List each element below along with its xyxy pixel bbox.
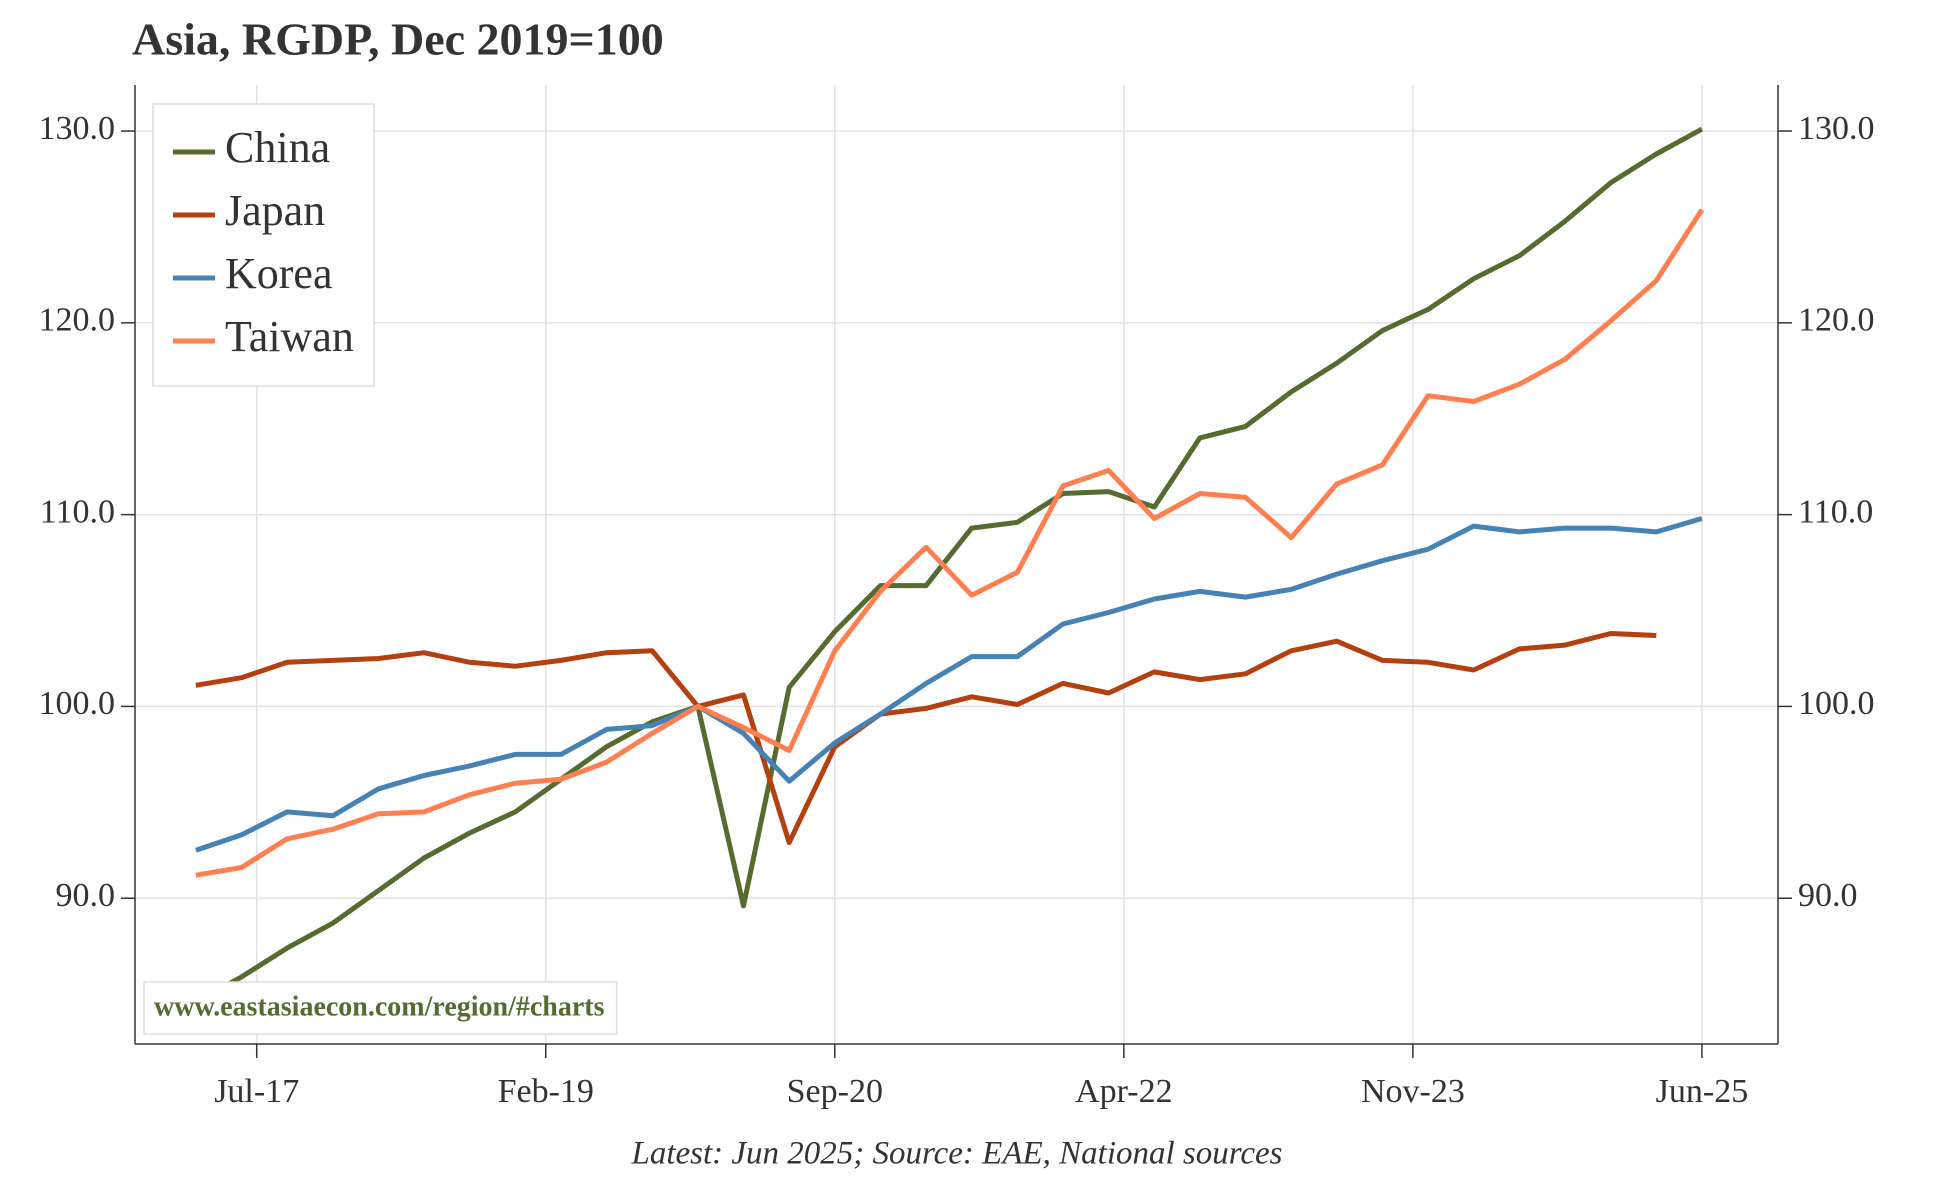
x-tick-label: Jul-17 [214, 1073, 299, 1110]
footer: Latest: Jun 2025; Source: EAE, National … [630, 1136, 1282, 1172]
y-tick-label: 110.0 [40, 493, 115, 530]
legend-label: Korea [225, 249, 333, 298]
y-tick-label: 90.0 [56, 877, 116, 914]
y2-tick-label: 130.0 [1798, 110, 1875, 147]
chart-title: Asia, RGDP, Dec 2019=100 [132, 14, 664, 65]
y-tick-label: 100.0 [39, 685, 116, 722]
x-tick-label: Nov-23 [1361, 1073, 1465, 1110]
legend-label: Taiwan [225, 312, 354, 361]
y-tick-label: 130.0 [39, 110, 116, 147]
annotation-box [143, 981, 618, 1035]
line-series [195, 208, 1705, 878]
annotation: www.eastasiaecon.com/region/#charts [154, 991, 605, 1022]
y2-tick-label: 110.0 [1798, 493, 1873, 530]
y2-tick-label: 100.0 [1798, 685, 1875, 722]
x-tick-label: Apr-22 [1075, 1073, 1173, 1110]
line-series [195, 516, 1703, 853]
line-series [194, 126, 1704, 1004]
x-tick-label: Jun-25 [1656, 1073, 1749, 1110]
y2-tick-label: 120.0 [1798, 302, 1875, 339]
y-tick-label: 120.0 [39, 302, 116, 339]
line-series [195, 631, 1657, 846]
legend-label: China [225, 123, 330, 172]
y2-tick-label: 90.0 [1798, 877, 1858, 914]
x-tick-label: Feb-19 [498, 1073, 594, 1110]
legend-label: Japan [225, 186, 325, 235]
x-tick-label: Sep-20 [787, 1073, 883, 1110]
